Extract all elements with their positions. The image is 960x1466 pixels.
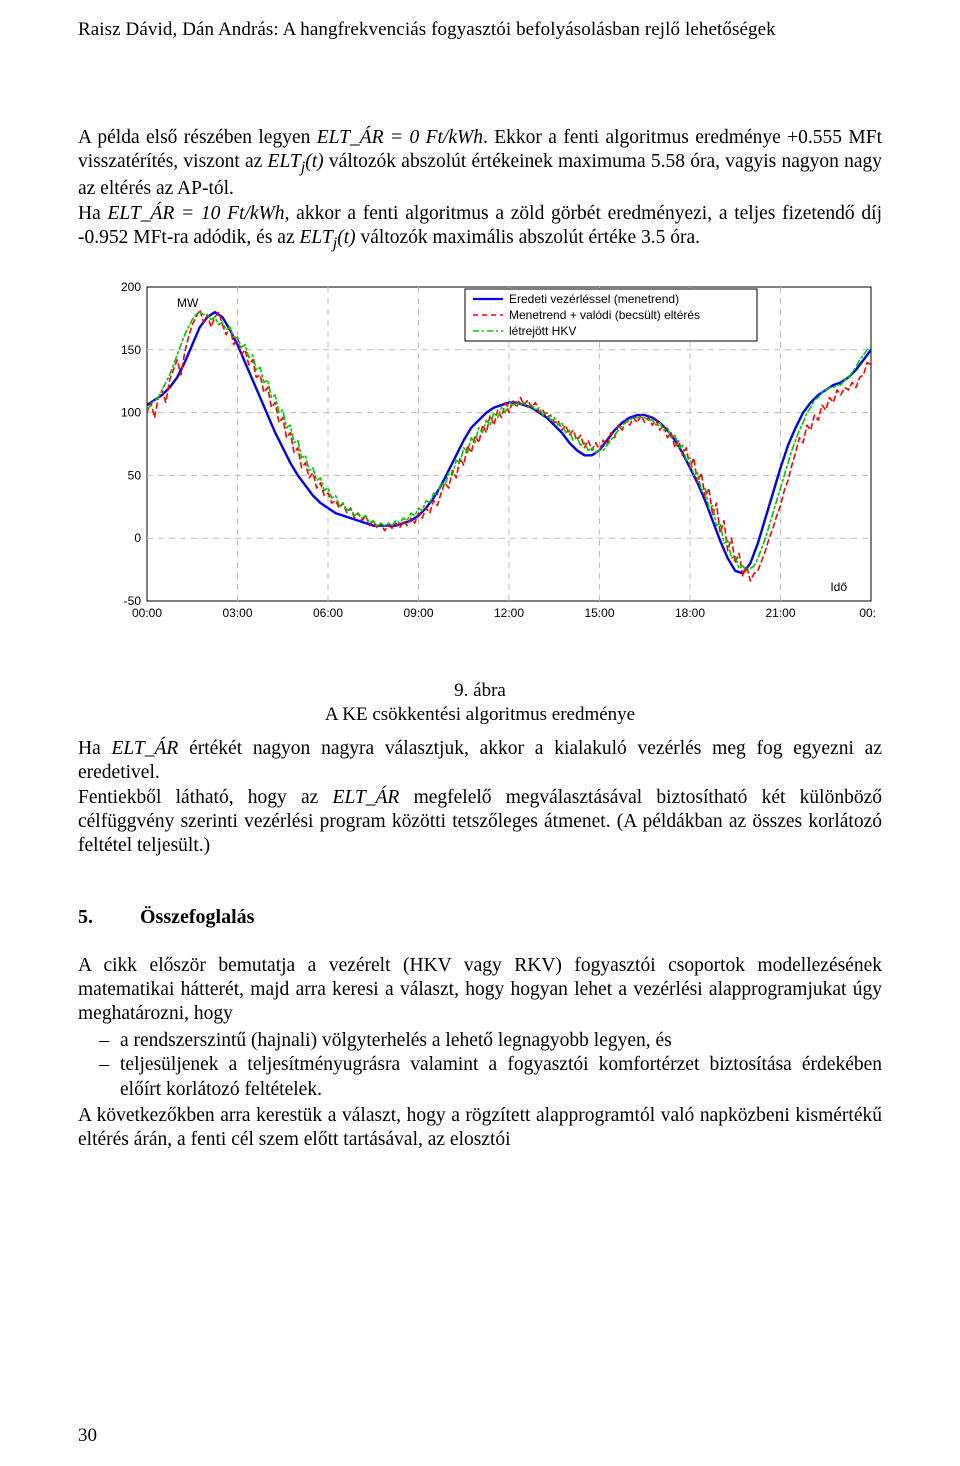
paragraph-2: Ha ELT_ÁR = 10 Ft/kWh, akkor a fenti alg… [78,202,882,254]
svg-text:06:00: 06:00 [313,606,343,620]
section-heading: 5.Összefoglalás [78,905,882,930]
svg-text:0: 0 [134,531,141,545]
svg-text:00:00: 00:00 [132,606,162,620]
svg-text:200: 200 [121,280,141,294]
paragraph-6: A következőkben arra kerestük a választ,… [78,1104,882,1153]
svg-text:03:00: 03:00 [222,606,252,620]
page-number: 30 [78,1424,97,1448]
svg-text:150: 150 [121,343,141,357]
svg-text:MW: MW [177,296,199,310]
bullet-item: teljesüljenek a teljesítményugrásra vala… [114,1053,882,1102]
figure-caption: A KE csökkentési algoritmus eredménye [325,704,635,725]
paragraph-3: Ha ELT_ÁR értékét nagyon nagyra választj… [78,737,882,786]
figure-number: 9. ábra [454,680,506,701]
svg-text:50: 50 [128,469,142,483]
bullet-item: a rendszerszintű (hajnali) völgyterhelés… [114,1029,882,1053]
svg-text:09:00: 09:00 [403,606,433,620]
paragraph-1: A példa első részében legyen ELT_ÁR = 0 … [78,126,882,202]
svg-text:18:00: 18:00 [675,606,705,620]
svg-text:21:00: 21:00 [765,606,795,620]
chart-svg: -5005010015020000:0003:0006:0009:0012:00… [85,277,875,677]
paragraph-5: A cikk először bemutatja a vezérelt (HKV… [78,954,882,1027]
svg-text:12:00: 12:00 [494,606,524,620]
svg-text:Eredeti vezérléssel (menetrend: Eredeti vezérléssel (menetrend) [509,292,679,306]
section-title: Összefoglalás [140,906,254,928]
figure-9: -5005010015020000:0003:0006:0009:0012:00… [78,277,882,727]
section-number: 5. [78,905,140,930]
svg-text:Menetrend + valódi (becsült) e: Menetrend + valódi (becsült) eltérés [509,308,700,322]
paragraph-4: Fentiekből látható, hogy az ELT_ÁR megfe… [78,786,882,859]
bullet-list: a rendszerszintű (hajnali) völgyterhelés… [78,1029,882,1102]
svg-text:Idő: Idő [830,580,847,594]
running-head: Raisz Dávid, Dán András: A hangfrekvenci… [78,18,882,42]
svg-text:100: 100 [121,406,141,420]
svg-text:00:0: 00:0 [859,606,875,620]
svg-text:létrejött HKV: létrejött HKV [509,324,576,338]
svg-text:15:00: 15:00 [584,606,614,620]
